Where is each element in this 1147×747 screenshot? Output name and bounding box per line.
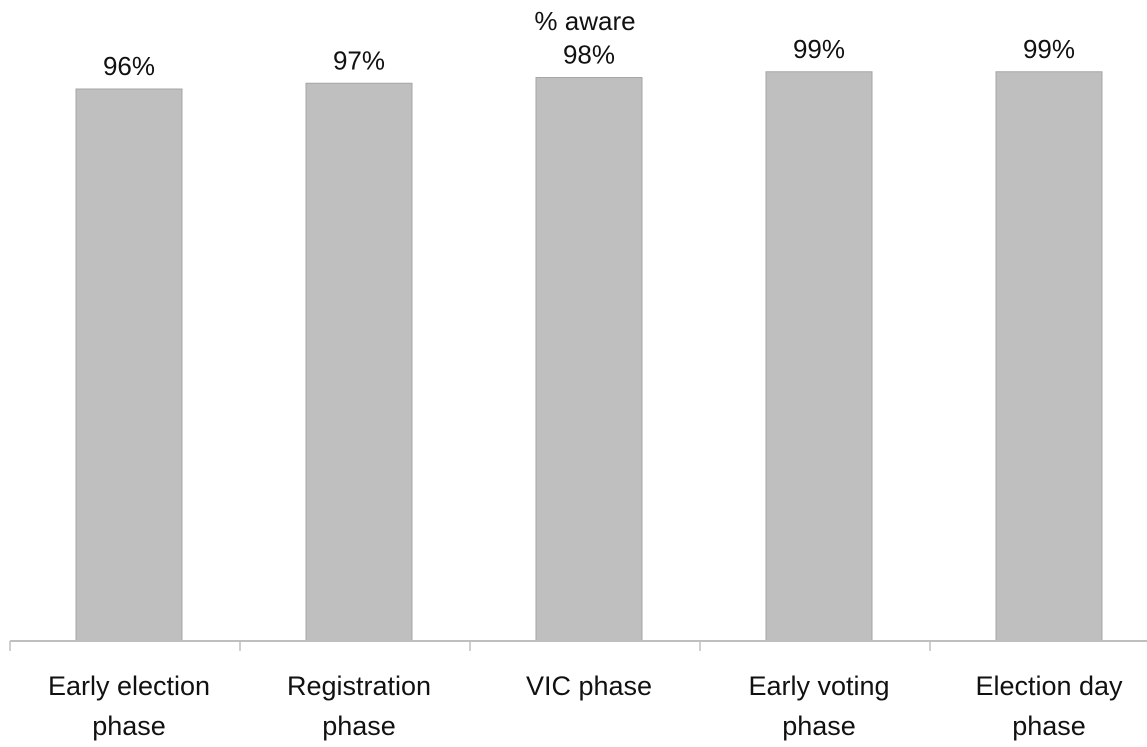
data-label: 99%: [1023, 34, 1075, 64]
x-tick-label: phase: [92, 711, 166, 741]
data-label: 98%: [563, 40, 615, 70]
bar: [765, 71, 873, 642]
data-label: 97%: [333, 45, 385, 75]
chart-title: % aware: [534, 6, 635, 36]
x-tick-label: Election day: [975, 671, 1123, 701]
x-tick-label: phase: [322, 711, 396, 741]
data-label: 96%: [103, 51, 155, 81]
bars-layer: [75, 71, 1103, 642]
x-tick-label: Early election: [48, 671, 210, 701]
x-tick-label: Registration: [287, 671, 431, 701]
x-tick-label: phase: [782, 711, 856, 741]
bar: [75, 88, 183, 642]
x-tick-label: VIC phase: [526, 671, 652, 701]
x-tick-label: phase: [1012, 711, 1086, 741]
labels-layer: 96% Early election phase 97% Registration pha…: [48, 34, 1123, 741]
bar: [305, 82, 413, 642]
bar: [535, 77, 643, 642]
bar: [995, 71, 1103, 642]
x-tick-label: Early voting: [748, 671, 889, 701]
data-label: 99%: [793, 34, 845, 64]
x-axis: [9, 640, 1147, 651]
